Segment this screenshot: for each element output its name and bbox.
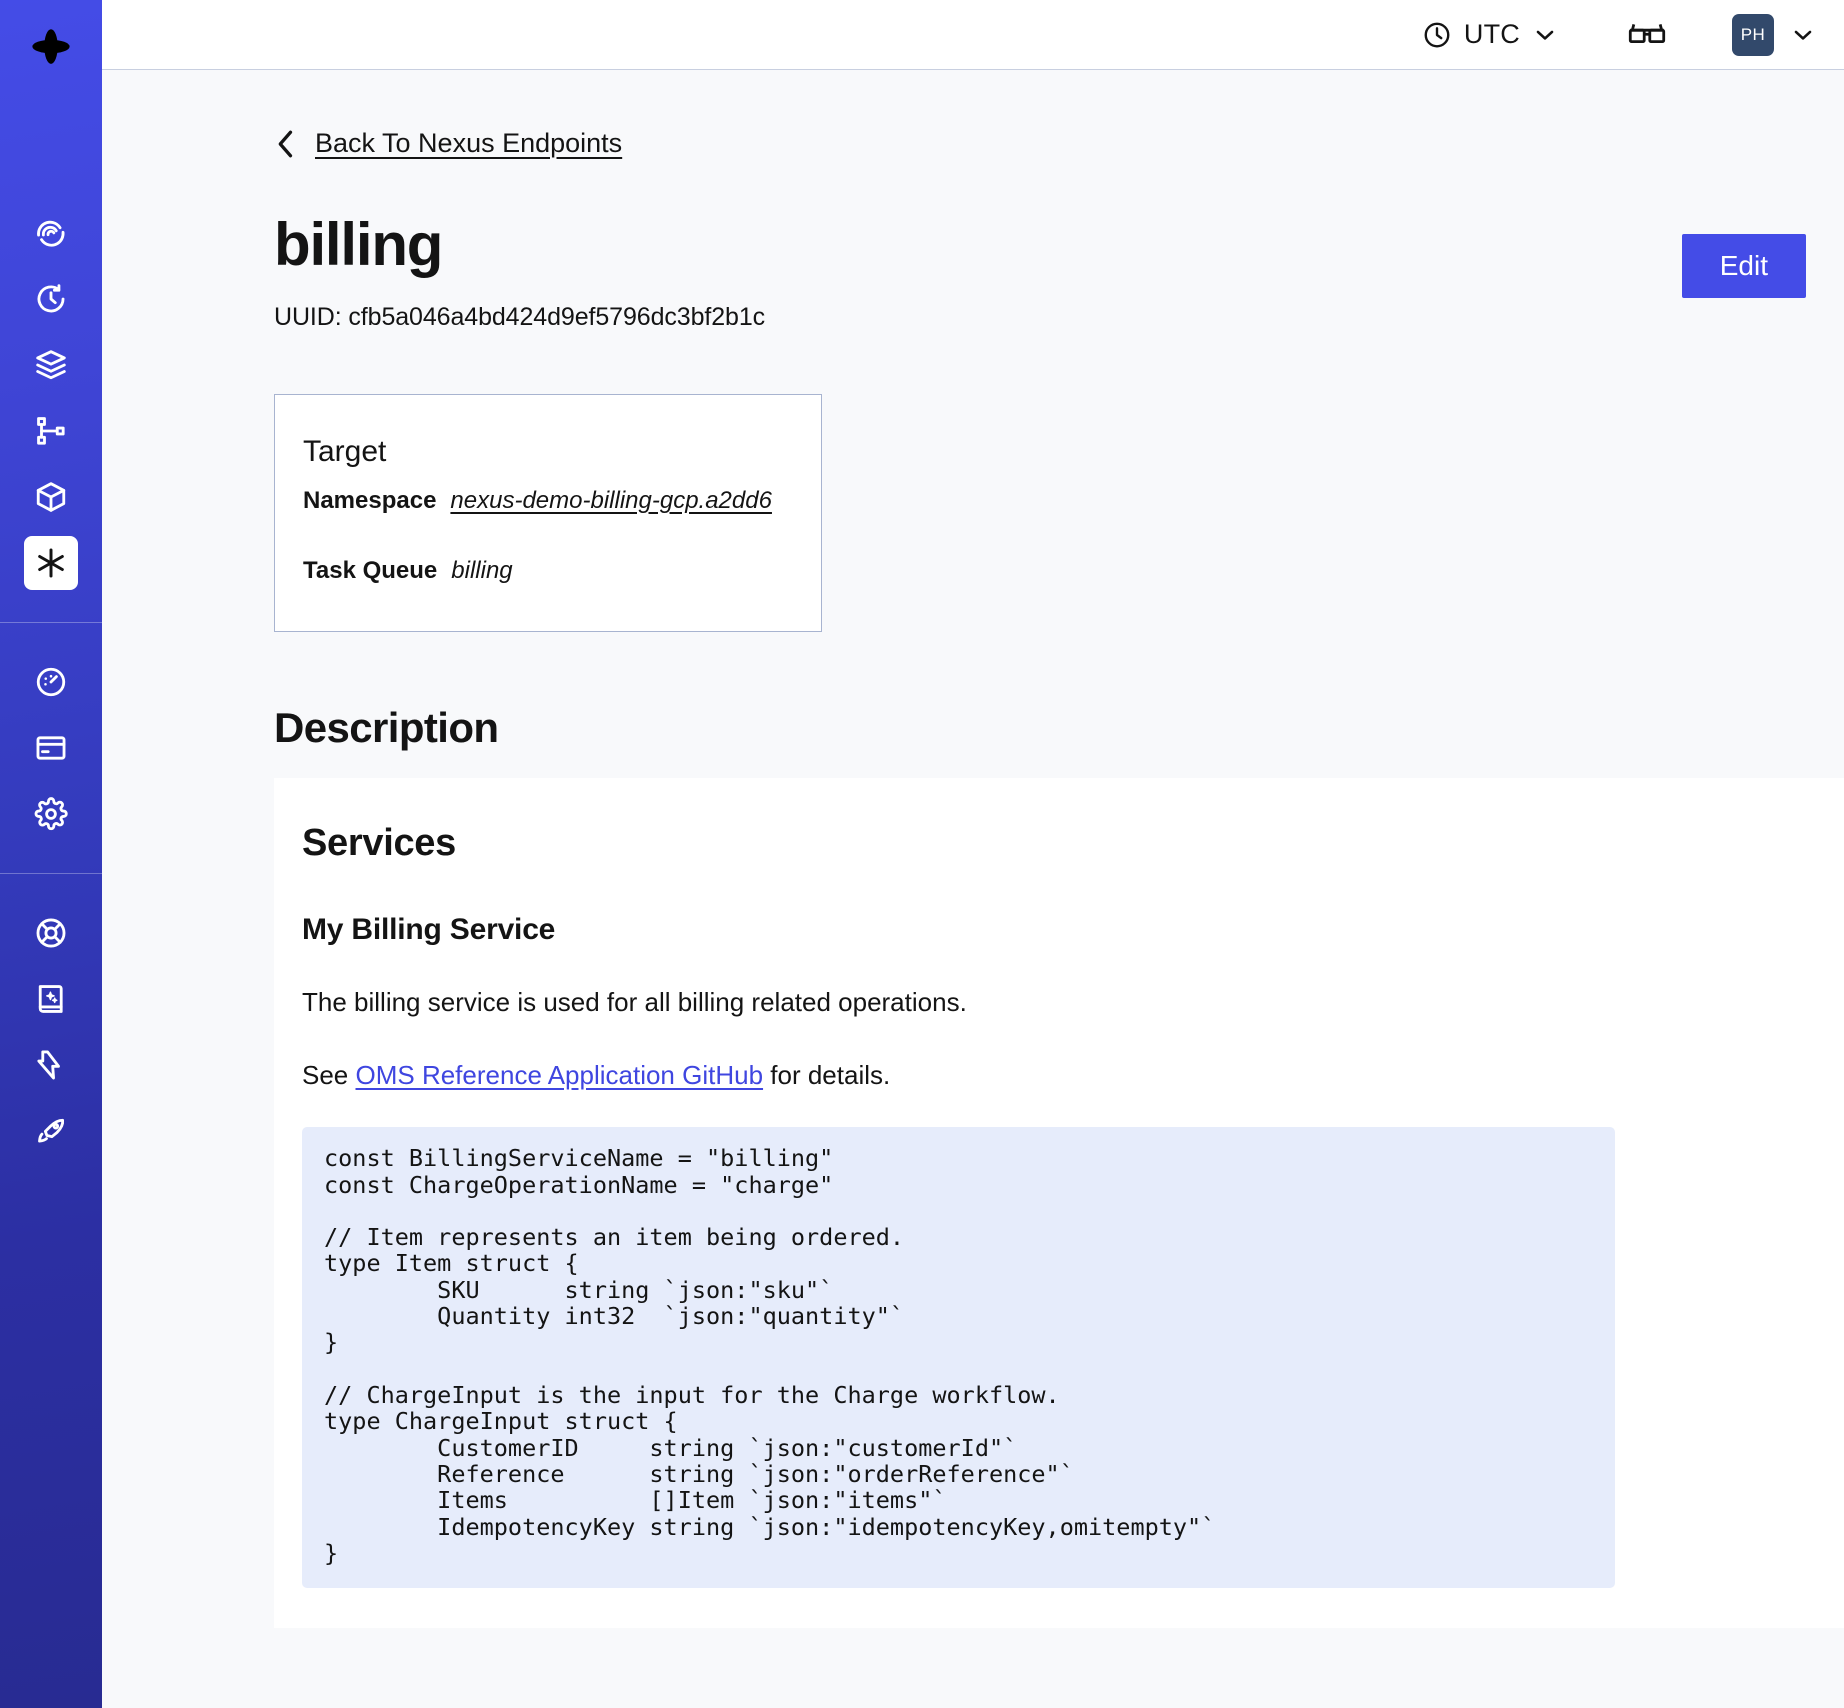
main-content: Back To Nexus Endpoints billing UUID: cf…	[102, 70, 1844, 1708]
settings-icon	[34, 797, 68, 831]
sidebar-item-changelog[interactable]	[24, 1038, 78, 1092]
changelog-icon	[37, 1050, 60, 1080]
temporal-logo[interactable]	[23, 22, 79, 78]
deployments-icon	[36, 482, 66, 512]
chevron-down-icon	[1794, 30, 1812, 40]
sidebar-item-usage[interactable]	[24, 655, 78, 709]
task-queue-label: Task Queue	[303, 557, 438, 584]
page-title: billing	[274, 211, 443, 278]
user-menu[interactable]: PH	[1732, 13, 1816, 56]
whats-new-icon	[38, 1118, 65, 1143]
target-namespace-row: Namespace nexus-demo-billing-gcp.a2dd6	[303, 487, 793, 515]
support-icon	[36, 918, 66, 948]
timezone-label: UTC	[1463, 19, 1520, 49]
chevron-left-icon	[278, 130, 293, 157]
primary-sidebar	[0, 0, 102, 1708]
sidebar-item-nexus[interactable]	[24, 536, 78, 590]
sidebar-item-namespaces[interactable]	[24, 206, 78, 260]
see-suffix: for details.	[763, 1060, 891, 1091]
task-queues-icon	[37, 417, 65, 445]
see-prefix: See	[302, 1060, 356, 1091]
target-card: Target Namespace nexus-demo-billing-gcp.…	[274, 394, 822, 632]
usage-icon	[36, 667, 66, 697]
sidebar-item-settings[interactable]	[24, 787, 78, 841]
sidebar-group-help	[0, 873, 102, 1164]
sidebar-item-recent-workflows[interactable]	[24, 272, 78, 326]
sidebar-item-deployments[interactable]	[24, 470, 78, 524]
sidebar-item-task-queues[interactable]	[24, 404, 78, 458]
chevron-down-icon	[1536, 30, 1554, 40]
back-link-label: Back To Nexus Endpoints	[315, 128, 623, 158]
right-pane: UTC PH	[102, 0, 1844, 1708]
namespace-value-link[interactable]: nexus-demo-billing-gcp.a2dd6	[450, 487, 772, 514]
target-heading: Target	[303, 435, 387, 468]
glasses-icon[interactable]	[1628, 20, 1666, 50]
service-name-heading: My Billing Service	[302, 913, 556, 946]
billing-icon	[36, 736, 66, 760]
service-description-paragraph: The billing service is used for all bill…	[302, 987, 967, 1017]
oms-github-link[interactable]: OMS Reference Application GitHub	[355, 1060, 764, 1091]
sidebar-item-docs[interactable]	[24, 972, 78, 1026]
nexus-icon	[38, 548, 64, 578]
recent-workflows-icon	[37, 284, 65, 313]
back-link[interactable]: Back To Nexus Endpoints	[274, 128, 1844, 159]
namespaces-icon	[37, 220, 65, 247]
service-code-block: const BillingServiceName = "billing" con…	[302, 1127, 1615, 1589]
sidebar-item-billing[interactable]	[24, 721, 78, 775]
sidebar-item-schedules[interactable]	[24, 338, 78, 392]
target-task-queue-row: Task Queue billing	[303, 557, 793, 585]
avatar: PH	[1732, 13, 1774, 56]
endpoint-uuid: UUID: cfb5a046a4bd424d9ef5796dc3bf2b1c	[274, 303, 766, 331]
sidebar-item-whats-new[interactable]	[24, 1104, 78, 1158]
task-queue-value: billing	[451, 557, 513, 584]
sidebar-item-support[interactable]	[24, 906, 78, 960]
docs-icon	[38, 985, 63, 1013]
clock-icon	[1424, 22, 1450, 47]
services-heading: Services	[302, 822, 456, 864]
schedules-icon	[36, 350, 66, 380]
description-heading: Description	[274, 704, 499, 751]
timezone-selector[interactable]: UTC	[1422, 19, 1558, 50]
top-bar: UTC PH	[102, 0, 1844, 70]
description-panel: Services My Billing Service The billing …	[274, 778, 1844, 1629]
sidebar-group-primary	[0, 200, 102, 596]
namespace-label: Namespace	[303, 487, 437, 514]
page-header: billing	[274, 215, 1844, 275]
edit-button[interactable]: Edit	[1681, 234, 1806, 298]
service-reference-paragraph: See OMS Reference Application GitHub for…	[302, 1058, 1844, 1093]
sidebar-group-account	[0, 622, 102, 847]
